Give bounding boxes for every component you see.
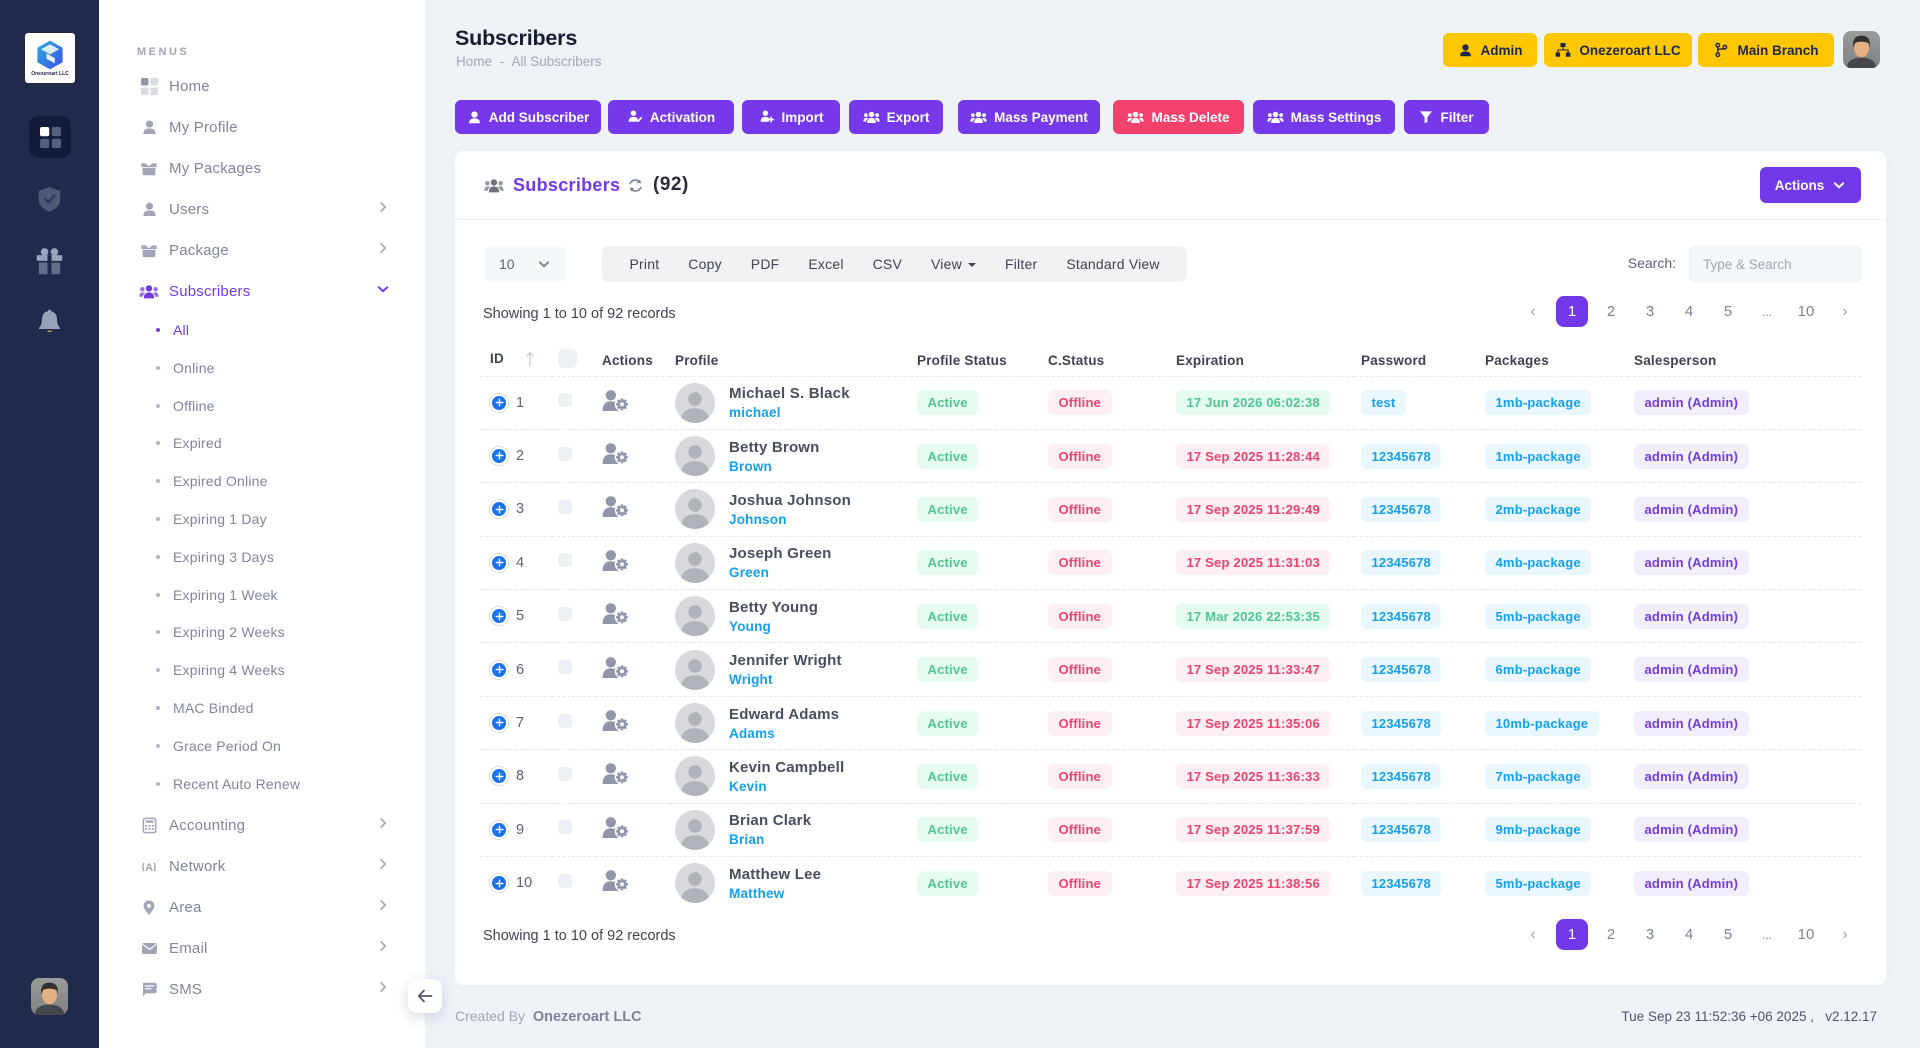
svg-text:A: A [145, 861, 153, 873]
